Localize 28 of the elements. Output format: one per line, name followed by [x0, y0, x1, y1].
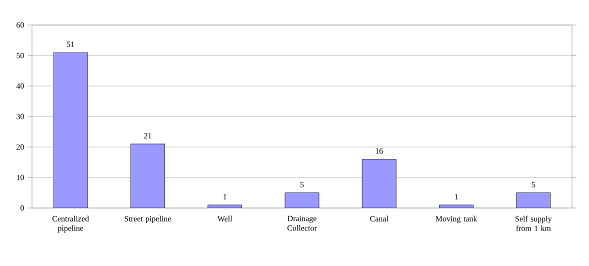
x-tick-label: Canal [370, 216, 388, 222]
data-label: 1 [454, 194, 458, 200]
x-tick-label: Moving tank [436, 216, 478, 224]
data-label: 5 [532, 182, 536, 188]
y-tick-label: 40 [16, 83, 24, 89]
data-label: 21 [144, 133, 152, 138]
bar [208, 204, 242, 208]
y-tick-label: 0 [20, 205, 24, 211]
bar [439, 204, 474, 208]
y-tick-label: 30 [16, 114, 24, 120]
y-tick-label: 60 [16, 22, 24, 28]
data-label: 1 [224, 194, 226, 200]
y-tick-label: 50 [16, 52, 24, 58]
data-label: 51 [67, 42, 74, 47]
y-tick-label: 10 [16, 174, 24, 180]
x-tick-label: Drainage Collector [287, 216, 317, 231]
x-tick-label: Self supply from 1 km [516, 216, 552, 232]
y-tick-label: 20 [16, 144, 24, 150]
bar [362, 159, 396, 208]
data-label: 16 [376, 148, 383, 154]
data-label: 5 [300, 182, 304, 188]
x-tick-label: Centralized pipeline [52, 216, 89, 233]
bar [284, 192, 320, 208]
bar [53, 52, 88, 208]
x-tick-label: Street pipeline [124, 216, 171, 224]
bar [130, 144, 165, 208]
x-tick-label: Well [217, 216, 232, 222]
bar [516, 192, 551, 208]
